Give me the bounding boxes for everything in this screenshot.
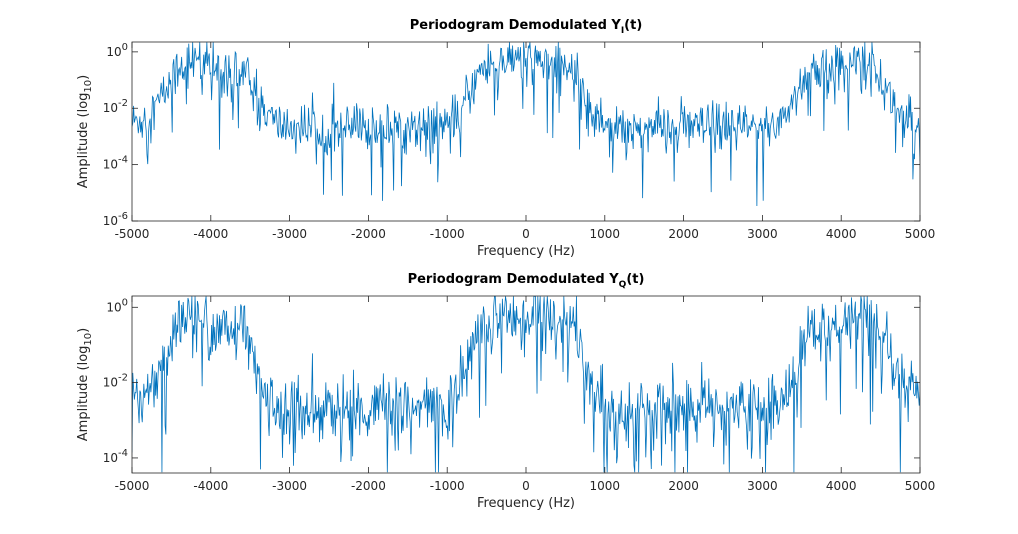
x-tick-label: 4000 [826,479,857,493]
chart-title: Periodogram Demodulated YI(t) [410,18,643,36]
x-tick-label: 3000 [747,479,778,493]
x-axis-label: Frequency (Hz) [477,244,575,259]
x-axis-label: Frequency (Hz) [477,496,575,511]
series-line [132,296,920,473]
y-tick-label: 10-6 [103,211,128,228]
x-tick-label: -3000 [272,227,307,241]
x-tick-label: -2000 [351,227,386,241]
x-tick-label: 1000 [590,479,621,493]
x-tick-label: 2000 [668,479,699,493]
x-tick-label: -1000 [430,227,465,241]
plot-area [132,296,920,473]
x-tick-label: -4000 [193,227,228,241]
y-tick-label: 100 [106,42,128,59]
y-tick-label: 100 [106,297,128,314]
x-tick-label: -5000 [115,479,150,493]
x-tick-label: 4000 [826,227,857,241]
x-tick-label: 1000 [590,227,621,241]
x-tick-label: 3000 [747,227,778,241]
x-tick-label: 0 [522,227,530,241]
x-tick-label: 5000 [905,479,936,493]
y-tick-label: 10-2 [103,98,128,115]
x-tick-label: 2000 [668,227,699,241]
x-tick-label: -1000 [430,479,465,493]
chart-title: Periodogram Demodulated YQ(t) [408,272,645,290]
x-tick-label: -2000 [351,479,386,493]
x-tick-label: -3000 [272,479,307,493]
y-axis-label: Amplitude (log10) [76,328,94,441]
x-tick-label: 0 [522,479,530,493]
chart-panel-1: -5000 -4000 -3000 -2000 -1000 0 1000 2000 3000 40… [76,18,935,259]
y-tick-label: 10-4 [103,155,128,172]
x-tick-label: -4000 [193,479,228,493]
y-axis-label: Amplitude (log10) [76,75,94,188]
y-tick-label: 10-4 [103,448,128,465]
series-line [132,42,920,207]
chart-panel-2: -5000 -4000 -3000 -2000 -1000 0 1000 2000 3000 40… [76,272,935,511]
x-tick-label: 5000 [905,227,936,241]
x-tick-label: -5000 [115,227,150,241]
y-tick-label: 10-2 [103,373,128,390]
